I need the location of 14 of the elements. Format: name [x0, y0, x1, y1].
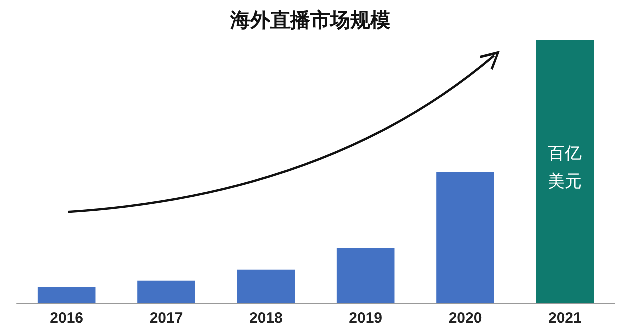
x-tick-label: 2018	[249, 310, 283, 327]
bar	[436, 172, 494, 303]
chart-title: 海外直播市场规模	[230, 9, 390, 32]
bar	[38, 286, 96, 303]
x-tick-label: 2016	[50, 310, 84, 327]
bar	[336, 248, 395, 303]
x-tick-label: 2020	[448, 310, 482, 327]
bar	[138, 280, 196, 303]
x-tick-label: 2017	[150, 310, 184, 327]
bar	[237, 270, 296, 303]
annotation: 百亿美元	[548, 144, 582, 192]
x-tick-label: 2021	[548, 310, 582, 327]
x-tick-label: 2019	[349, 310, 383, 327]
bar	[536, 40, 594, 303]
